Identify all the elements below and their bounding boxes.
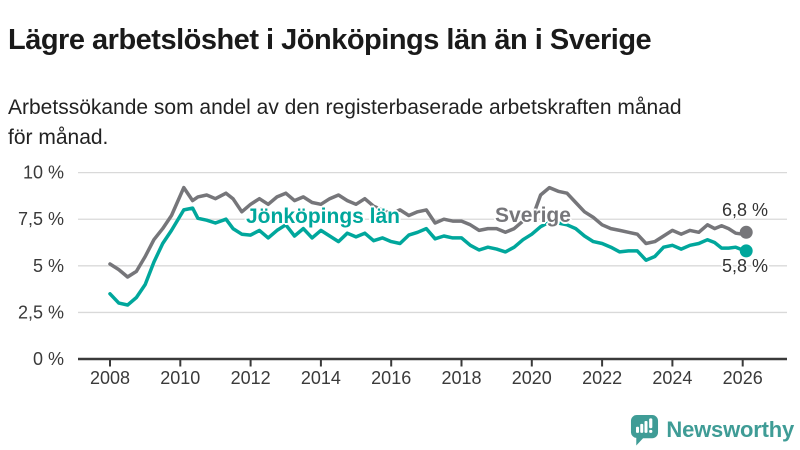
x-tick-label: 2008 <box>90 368 130 388</box>
subtitle-line-2: för månad. <box>8 126 109 149</box>
series-end-dot-sverige <box>739 225 753 239</box>
end-value-label-jonkopings-lan: 5,8 % <box>721 256 769 276</box>
exclamation-dot <box>649 429 653 433</box>
x-tick-label: 2016 <box>371 368 411 388</box>
page-subtitle: Arbetssökande som andel av den registerb… <box>8 93 696 153</box>
newsworthy-logo-text: Newsworthy <box>666 416 794 442</box>
series-end-dot-jonkopings-lan <box>739 244 753 258</box>
x-tick-label: 2018 <box>441 368 481 388</box>
y-tick-label: 7,5 % <box>18 209 64 229</box>
bar-2 <box>640 423 644 433</box>
x-tick-label: 2014 <box>301 368 341 388</box>
end-value-label-sverige: 6,8 % <box>721 200 769 220</box>
y-tick-label: 10 % <box>23 163 64 183</box>
newsworthy-logo-icon <box>631 415 659 446</box>
series-line-sverige <box>108 185 748 279</box>
bar-3 <box>644 420 648 433</box>
exclamation-bar <box>649 418 653 429</box>
x-tick-label: 2020 <box>512 368 552 388</box>
x-tick-label: 2022 <box>582 368 622 388</box>
page-title: Lägre arbetslöshet i Jönköpings län än i… <box>8 24 652 57</box>
x-tick-label: 2010 <box>160 368 200 388</box>
y-tick-label: 5 % <box>33 256 64 276</box>
series-line-jonkopings-lan <box>108 206 748 307</box>
x-tick-label: 2012 <box>231 368 271 388</box>
subtitle-line-1: Arbetssökande som andel av den registerb… <box>8 96 682 119</box>
y-tick-label: 2,5 % <box>18 302 64 322</box>
x-tick-label: 2024 <box>652 368 692 388</box>
bar-1 <box>636 426 640 433</box>
y-tick-label: 0 % <box>33 349 64 369</box>
series-label-sverige: Sverige <box>495 204 571 227</box>
x-tick-label: 2026 <box>723 368 763 388</box>
newsworthy-logo[interactable]: Newsworthy <box>630 413 794 446</box>
series-label-jonkopings-lan: Jönköpings län <box>245 205 400 228</box>
